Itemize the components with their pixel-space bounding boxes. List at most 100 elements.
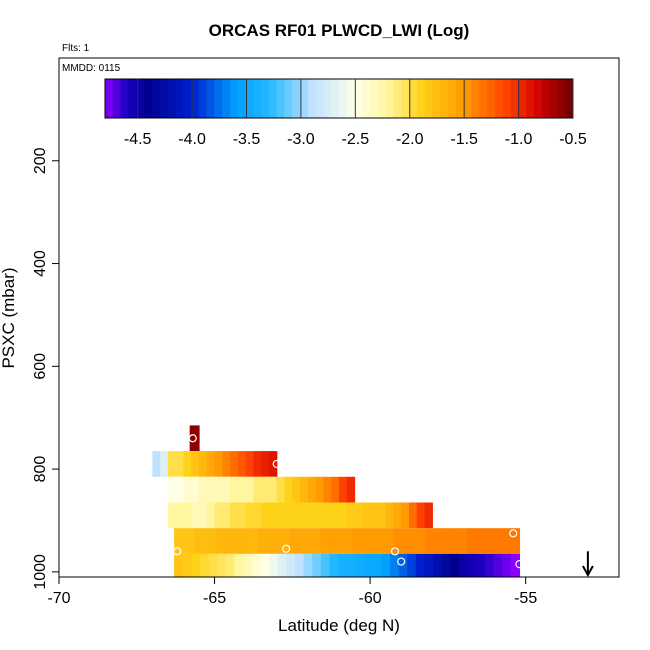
heat-cell: [199, 502, 208, 529]
heat-cell: [237, 502, 247, 529]
heat-cell: [300, 502, 309, 529]
heat-cell: [226, 528, 238, 554]
heat-cell: [329, 553, 339, 577]
heat-cell: [152, 451, 161, 477]
heat-cell: [284, 502, 293, 529]
heat-cell: [433, 553, 443, 577]
colorbar-swatch: [409, 79, 418, 118]
colorbar-swatch: [292, 79, 301, 118]
colorbar-swatch: [393, 79, 402, 118]
heat-cell: [401, 502, 410, 529]
colorbar-swatch: [346, 79, 356, 118]
colorbar-tick-label: -4.5: [124, 131, 152, 148]
heat-cell: [323, 502, 332, 529]
heat-cell: [222, 476, 231, 503]
colorbar-tick-label: -2.5: [342, 131, 370, 148]
colorbar-swatch: [245, 79, 254, 118]
colorbar-swatch: [448, 79, 457, 118]
heat-cell: [284, 476, 293, 503]
heat-cell: [450, 553, 460, 577]
data-point: [282, 544, 291, 553]
colorbar-swatch: [105, 79, 114, 118]
heat-cell: [200, 553, 210, 577]
heat-cell: [339, 502, 348, 529]
y-tick-label: 600: [32, 353, 49, 380]
heat-cell: [355, 553, 365, 577]
heat-cell: [167, 476, 177, 503]
colorbar-swatch: [424, 79, 434, 118]
colorbar-swatch: [136, 79, 145, 118]
heat-cell: [182, 553, 192, 577]
heat-cell: [261, 451, 270, 477]
heat-cell: [292, 502, 301, 529]
heat-cell: [234, 553, 244, 577]
heat-cell: [174, 553, 184, 577]
mmdd-label: MMDD: 0115: [62, 63, 121, 74]
colorbar-swatch: [471, 79, 480, 118]
colorbar-swatch: [370, 79, 379, 118]
heat-cell: [230, 451, 239, 477]
colorbar-swatch: [167, 79, 176, 118]
heat-cell: [167, 502, 177, 529]
heat-cell: [214, 451, 223, 477]
colorbar-tick-label: -1.0: [505, 131, 533, 148]
colorbar-swatch: [432, 79, 441, 118]
colorbar-swatch: [401, 79, 410, 118]
colorbar-swatch: [268, 79, 278, 118]
heat-cell: [261, 476, 270, 503]
direction-arrow: [582, 551, 594, 578]
heat-cell: [230, 476, 239, 503]
colorbar-swatch: [315, 79, 324, 118]
heat-cell: [199, 476, 208, 503]
heat-cell: [243, 553, 253, 577]
heat-cell: [310, 528, 322, 554]
y-tick-label: 400: [32, 250, 49, 277]
colorbar-swatch: [190, 79, 200, 118]
x-tick-label: -65: [203, 590, 226, 607]
data-point: [397, 557, 406, 566]
heat-cell: [214, 502, 223, 529]
heat-cell: [205, 528, 217, 554]
heat-cell: [352, 528, 364, 554]
colorbar-swatch: [284, 79, 293, 118]
heat-cell: [488, 528, 500, 554]
colorbar-swatch: [120, 79, 129, 118]
heat-cell: [183, 502, 192, 529]
colorbar-swatch: [214, 79, 223, 118]
heat-cell: [269, 502, 278, 529]
data-point: [515, 560, 524, 569]
heat-cell: [245, 476, 255, 503]
colorbar-tick-label: -0.5: [559, 131, 587, 148]
colorbar-swatch: [518, 79, 527, 118]
colorbar-swatch: [198, 79, 207, 118]
colorbar-swatch: [541, 79, 551, 118]
colorbar-swatch: [487, 79, 496, 118]
colorbar-swatch: [307, 79, 317, 118]
data-point: [188, 434, 197, 443]
heat-cell: [493, 553, 503, 577]
heat-cell: [269, 553, 279, 577]
colorbar-swatch: [229, 79, 239, 118]
colorbar-swatch: [112, 79, 122, 118]
data-point: [272, 459, 281, 469]
heat-cell: [315, 502, 325, 529]
x-tick-label: -60: [359, 590, 382, 607]
heat-cell: [286, 553, 296, 577]
heat-cell: [217, 553, 227, 577]
colorbar-tick-label: -3.0: [287, 131, 315, 148]
heat-cell: [393, 502, 402, 529]
heat-cell: [230, 502, 239, 529]
heat-cell: [389, 553, 400, 577]
colorbar-tick-label: -2.0: [396, 131, 424, 148]
colorbar-swatch: [276, 79, 285, 118]
heat-cell: [175, 451, 185, 477]
colorbar-swatch: [557, 79, 566, 118]
heat-cell: [237, 451, 247, 477]
heat-cell: [338, 553, 348, 577]
heat-cell: [502, 553, 512, 577]
colorbar-swatch: [526, 79, 535, 118]
heat-cell: [372, 528, 384, 554]
colorbar-swatch: [463, 79, 473, 118]
heat-cell: [175, 502, 185, 529]
heatmap-cells: [152, 425, 521, 577]
